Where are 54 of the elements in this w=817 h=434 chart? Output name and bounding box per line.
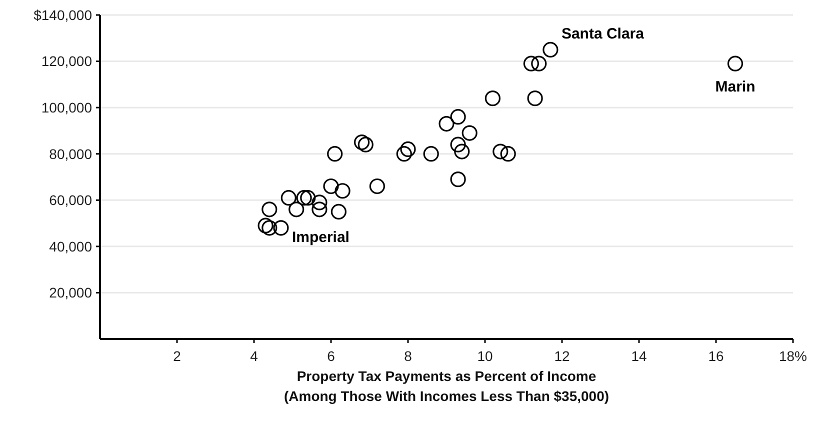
y-tick-label: 80,000	[49, 146, 92, 162]
annotation: Marin	[715, 78, 756, 96]
x-axis-title: Property Tax Payments as Percent of Income (Among Those With Incomes Less Than $35,000)	[284, 368, 610, 404]
y-tick-label: 40,000	[49, 238, 92, 254]
point	[262, 202, 278, 218]
point	[727, 56, 744, 72]
x-tick-label: 4	[250, 348, 258, 364]
point	[423, 146, 439, 162]
y-tick-label: 60,000	[49, 192, 92, 208]
point	[354, 134, 370, 150]
point	[484, 90, 500, 106]
point	[312, 194, 328, 210]
point	[327, 146, 343, 162]
y-tick-label: 120,000	[41, 53, 92, 70]
point	[542, 42, 558, 58]
point	[450, 136, 466, 152]
x-tick-label: 6	[327, 348, 336, 364]
point	[450, 172, 466, 188]
y-tick-label: 20,000	[49, 284, 92, 301]
point	[330, 204, 346, 220]
point	[262, 220, 278, 236]
point	[300, 190, 316, 206]
point	[500, 146, 516, 162]
point	[400, 141, 416, 158]
point	[396, 146, 412, 162]
point	[462, 125, 478, 141]
point	[358, 136, 374, 152]
y-tick-label: $140,000	[34, 6, 92, 23]
point	[296, 190, 312, 206]
x-tick-label: 12	[554, 348, 570, 364]
point	[527, 90, 543, 106]
point	[273, 220, 289, 236]
annotation: Santa Clara	[561, 26, 645, 43]
annotation: Imperial	[292, 228, 350, 246]
point	[450, 109, 466, 125]
point	[288, 202, 304, 218]
point	[531, 56, 547, 72]
point	[523, 56, 539, 72]
x-tick-label: 10	[477, 348, 493, 364]
x-tick-label: 14	[631, 348, 647, 364]
point	[454, 144, 470, 160]
point	[280, 190, 296, 206]
point	[334, 183, 350, 199]
x-tick-label: 8	[404, 348, 412, 364]
point	[323, 178, 339, 194]
x-tick-label: 16	[708, 348, 724, 364]
point	[312, 202, 328, 218]
x-tick-label: 2	[173, 348, 182, 364]
x-tick-label: 18%	[778, 348, 808, 364]
y-tick-label: 100,000	[41, 99, 92, 116]
point	[492, 144, 508, 160]
point	[369, 178, 385, 194]
point	[438, 116, 454, 132]
point	[258, 218, 274, 234]
